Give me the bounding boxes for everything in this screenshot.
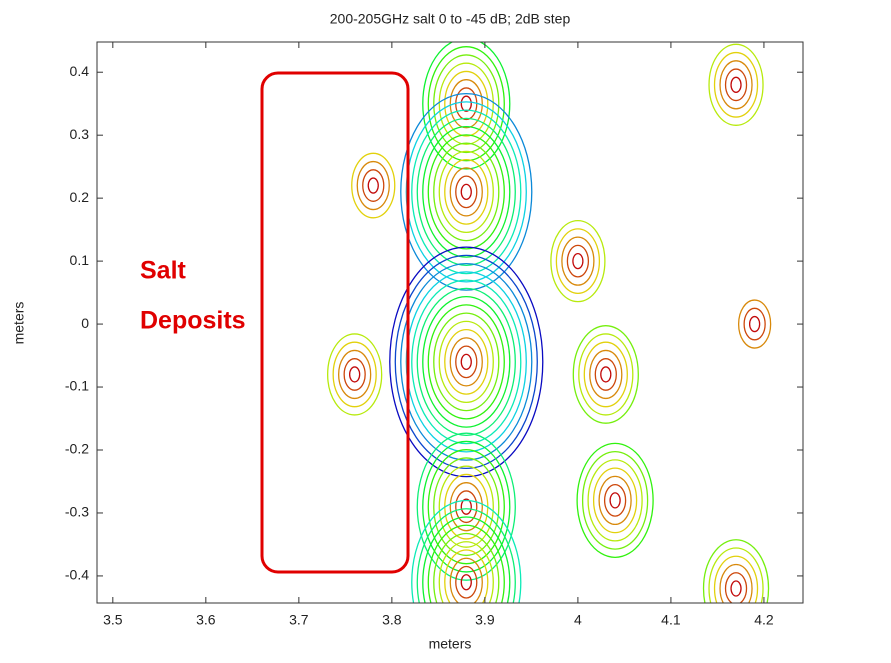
x-tick-label: 3.6 — [196, 612, 216, 628]
contour-line — [573, 326, 638, 424]
contour-line — [339, 350, 371, 398]
contour-line — [456, 566, 477, 598]
contour-line — [588, 460, 642, 541]
contour-line — [401, 264, 532, 461]
contour-line — [417, 288, 515, 435]
contour-line — [423, 441, 510, 571]
contour-line — [739, 300, 771, 348]
contour-line — [599, 476, 631, 524]
contour-line — [584, 342, 627, 407]
contour-line — [344, 359, 365, 391]
contour-line — [461, 499, 471, 514]
contour-line — [450, 558, 482, 606]
contour-line — [417, 118, 515, 265]
contour-line — [731, 581, 741, 596]
chart: 200-205GHz salt 0 to -45 dB; 2dB step me… — [0, 0, 891, 658]
contour-line — [573, 254, 583, 269]
annotation-text: Deposits — [140, 307, 246, 335]
contour-line — [363, 170, 384, 202]
y-tick-label: -0.4 — [65, 567, 89, 583]
contour-line — [434, 55, 499, 153]
contour-line — [594, 468, 637, 533]
x-tick-label: 3.5 — [103, 612, 123, 628]
contour-line — [461, 184, 471, 199]
contour-line — [368, 178, 378, 193]
contour-line — [456, 176, 477, 208]
contour-line — [610, 493, 620, 508]
contour-line — [439, 151, 493, 232]
contour-line — [350, 367, 360, 382]
contour-line — [456, 346, 477, 378]
contour-line — [590, 350, 622, 398]
x-tick-label: 4 — [574, 612, 582, 628]
contour-line — [715, 556, 758, 621]
y-tick-label: 0.4 — [70, 63, 90, 79]
contour-line — [750, 317, 760, 332]
contour-line — [461, 354, 471, 369]
contour-line — [439, 466, 493, 547]
contour-plot — [328, 38, 771, 658]
contour-line — [726, 69, 747, 101]
contour-line — [423, 297, 510, 428]
contour-line — [328, 334, 382, 415]
contour-line — [595, 359, 616, 391]
x-tick-label: 3.7 — [289, 612, 309, 628]
contour-line — [605, 485, 626, 517]
y-tick-label: -0.3 — [65, 504, 89, 520]
y-tick-label: 0.2 — [70, 189, 90, 205]
contour-line — [583, 452, 648, 550]
contour-line — [567, 245, 588, 277]
contour-line — [445, 330, 488, 395]
contour-line — [450, 168, 482, 216]
contour-line — [456, 88, 477, 120]
x-tick-label: 3.9 — [475, 612, 495, 628]
contour-line — [357, 162, 389, 210]
y-axis-label: meters — [11, 302, 27, 345]
y-tick-label: 0 — [81, 315, 89, 331]
contour-line — [731, 77, 741, 92]
contour-line — [434, 458, 499, 555]
x-tick-label: 3.8 — [382, 612, 402, 628]
x-tick-label: 4.2 — [754, 612, 774, 628]
y-tick-label: 0.1 — [70, 252, 90, 268]
contour-line — [423, 517, 510, 648]
contour-line — [450, 338, 482, 386]
y-tick-label: 0.3 — [70, 126, 90, 142]
chart-title: 200-205GHz salt 0 to -45 dB; 2dB step — [330, 11, 571, 27]
contour-line — [461, 575, 471, 590]
contour-line — [726, 573, 747, 605]
contour-line — [720, 61, 752, 109]
annotation-text: Salt — [140, 257, 187, 285]
contour-line — [439, 63, 493, 144]
contour-line — [439, 542, 493, 623]
contour-line — [720, 565, 752, 613]
contour-line — [423, 127, 510, 258]
contour-line — [551, 221, 605, 302]
contour-line — [556, 229, 599, 294]
contour-line — [715, 53, 758, 118]
x-axis-label: meters — [429, 636, 472, 652]
contour-line — [461, 96, 471, 111]
y-tick-label: -0.1 — [65, 378, 89, 394]
contour-line — [744, 308, 765, 340]
contour-line — [445, 550, 488, 615]
contour-line — [709, 44, 763, 125]
contour-line — [401, 94, 532, 291]
contour-line — [601, 367, 611, 382]
annotation-box — [262, 73, 408, 572]
contour-line — [333, 342, 376, 407]
contour-line — [562, 237, 594, 285]
contour-line — [406, 272, 526, 452]
contour-line — [423, 38, 510, 169]
contour-line — [352, 153, 395, 218]
contour-line — [434, 143, 499, 241]
x-tick-label: 4.1 — [661, 612, 681, 628]
contour-line — [579, 334, 633, 415]
contour-line — [395, 255, 537, 468]
contour-line — [439, 321, 493, 402]
y-tick-label: -0.2 — [65, 441, 89, 457]
contour-line — [450, 483, 482, 531]
contour-line — [434, 313, 499, 411]
